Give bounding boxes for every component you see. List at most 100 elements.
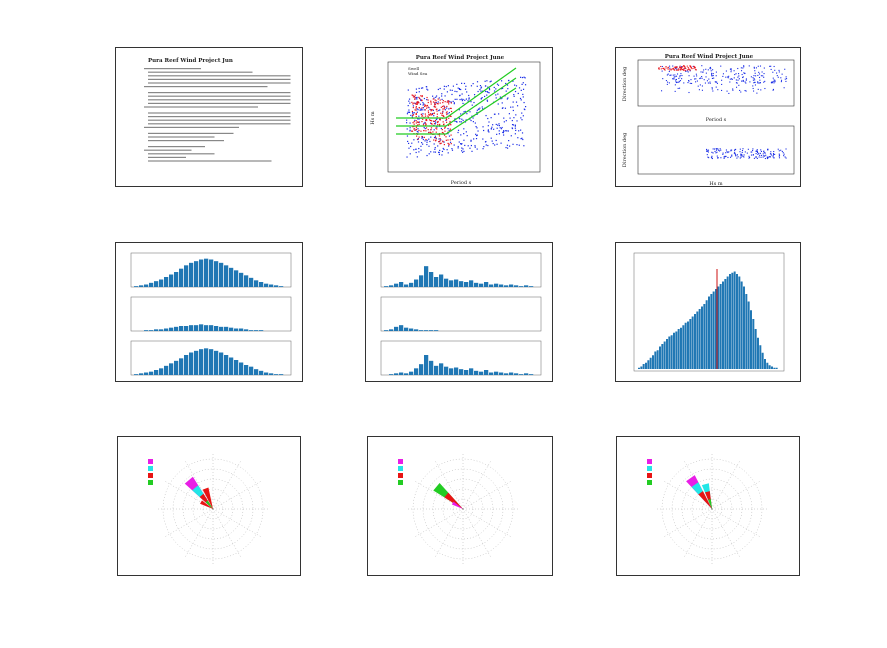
scatter-point: [442, 114, 444, 117]
hist-frame: [380, 296, 542, 332]
scatter-point: [524, 106, 527, 108]
scatter-point: [436, 116, 438, 118]
scatter-point: [446, 101, 448, 103]
direction-point: [707, 82, 709, 84]
scatter-point: [415, 126, 418, 128]
direction-point: [662, 67, 664, 69]
hist-bar: [705, 300, 708, 369]
direction-title: Pura Reef Wind Project June: [665, 54, 754, 60]
hist-bar: [274, 374, 279, 375]
document-text-block: [144, 68, 291, 162]
scatter-point: [417, 109, 419, 111]
direction-point: [679, 87, 681, 89]
direction-point: [742, 67, 744, 69]
document-line: [148, 92, 291, 94]
direction-point: [669, 74, 671, 76]
direction-point: [783, 155, 785, 157]
scatter-point: [448, 100, 450, 102]
direction-point: [741, 153, 743, 155]
direction-point: [716, 151, 718, 153]
hist-bar: [254, 280, 259, 287]
hist-bar: [159, 368, 164, 375]
direction-point: [674, 76, 676, 78]
direction-point: [711, 155, 713, 157]
scatter-point: [470, 140, 472, 142]
direction-point: [759, 154, 761, 156]
hist-bar: [747, 301, 750, 369]
direction-point: [674, 66, 677, 68]
direction-point: [712, 73, 714, 75]
direction-point: [693, 67, 695, 69]
scatter-point: [520, 89, 522, 91]
direction-point: [763, 76, 765, 78]
direction-point: [725, 76, 727, 78]
scatter-point: [422, 104, 424, 106]
direction-point: [699, 84, 701, 86]
direction-point: [682, 68, 684, 70]
hist-bar: [214, 326, 219, 331]
scatter-point: [418, 121, 420, 123]
scatter-point: [412, 113, 414, 115]
hist-bar: [509, 284, 514, 287]
direction-point: [725, 149, 727, 151]
direction-top-ylabel: Direction deg: [622, 66, 628, 101]
direction-point: [679, 65, 681, 67]
scatter-point: [476, 148, 478, 150]
direction-point: [706, 154, 708, 156]
scatter-point: [415, 113, 417, 115]
scatter-point: [410, 145, 412, 148]
scatter-point: [501, 97, 503, 99]
scatter-point: [448, 145, 450, 147]
direction-point: [665, 65, 667, 68]
direction-point: [682, 66, 684, 68]
direction-point: [754, 84, 757, 86]
scatter-point: [411, 110, 414, 113]
rose-spoke: [711, 508, 760, 537]
scatter-point: [439, 119, 441, 121]
document-line: [144, 86, 268, 88]
direction-point: [777, 76, 779, 78]
direction-point: [785, 157, 787, 159]
direction-point: [681, 67, 683, 69]
hist-bar: [649, 357, 652, 369]
scatter-point: [419, 98, 421, 100]
scatter-point: [447, 113, 449, 115]
direction-point: [740, 67, 742, 69]
hist-bar: [414, 279, 419, 287]
direction-point: [668, 70, 670, 73]
direction-point: [725, 70, 727, 72]
scatter-point: [514, 125, 516, 127]
hist-frame: [633, 252, 785, 372]
scatter-point: [438, 138, 440, 140]
scatter-point: [473, 94, 476, 96]
scatter-point: [434, 99, 436, 101]
scatter-point: [433, 137, 436, 139]
direction-point: [711, 88, 713, 90]
scatter-point: [498, 123, 500, 125]
scatter-point: [522, 88, 525, 90]
scatter-point: [524, 108, 526, 111]
scatter-point: [412, 94, 414, 97]
scatter-point: [465, 85, 467, 87]
hist-bar: [224, 355, 229, 375]
scatter-point: [513, 95, 515, 97]
scatter-point: [426, 143, 428, 146]
hist-bar: [724, 279, 727, 369]
scatter-point: [507, 97, 509, 99]
scatter-point: [436, 108, 438, 110]
scatter-point: [461, 118, 463, 120]
scatter-point: [424, 122, 426, 124]
direction-point: [769, 156, 771, 158]
scatter-point: [461, 100, 463, 102]
direction-point: [742, 80, 744, 82]
scatter-point: [434, 135, 437, 137]
direction-point: [661, 70, 663, 72]
scatter-point: [500, 142, 502, 144]
scatter-point: [521, 119, 523, 121]
scatter-point: [428, 153, 430, 155]
direction-point: [752, 85, 754, 87]
scatter-point: [432, 101, 435, 103]
scatter-point: [450, 102, 452, 104]
scatter-point: [516, 105, 519, 107]
direction-point: [670, 69, 672, 71]
